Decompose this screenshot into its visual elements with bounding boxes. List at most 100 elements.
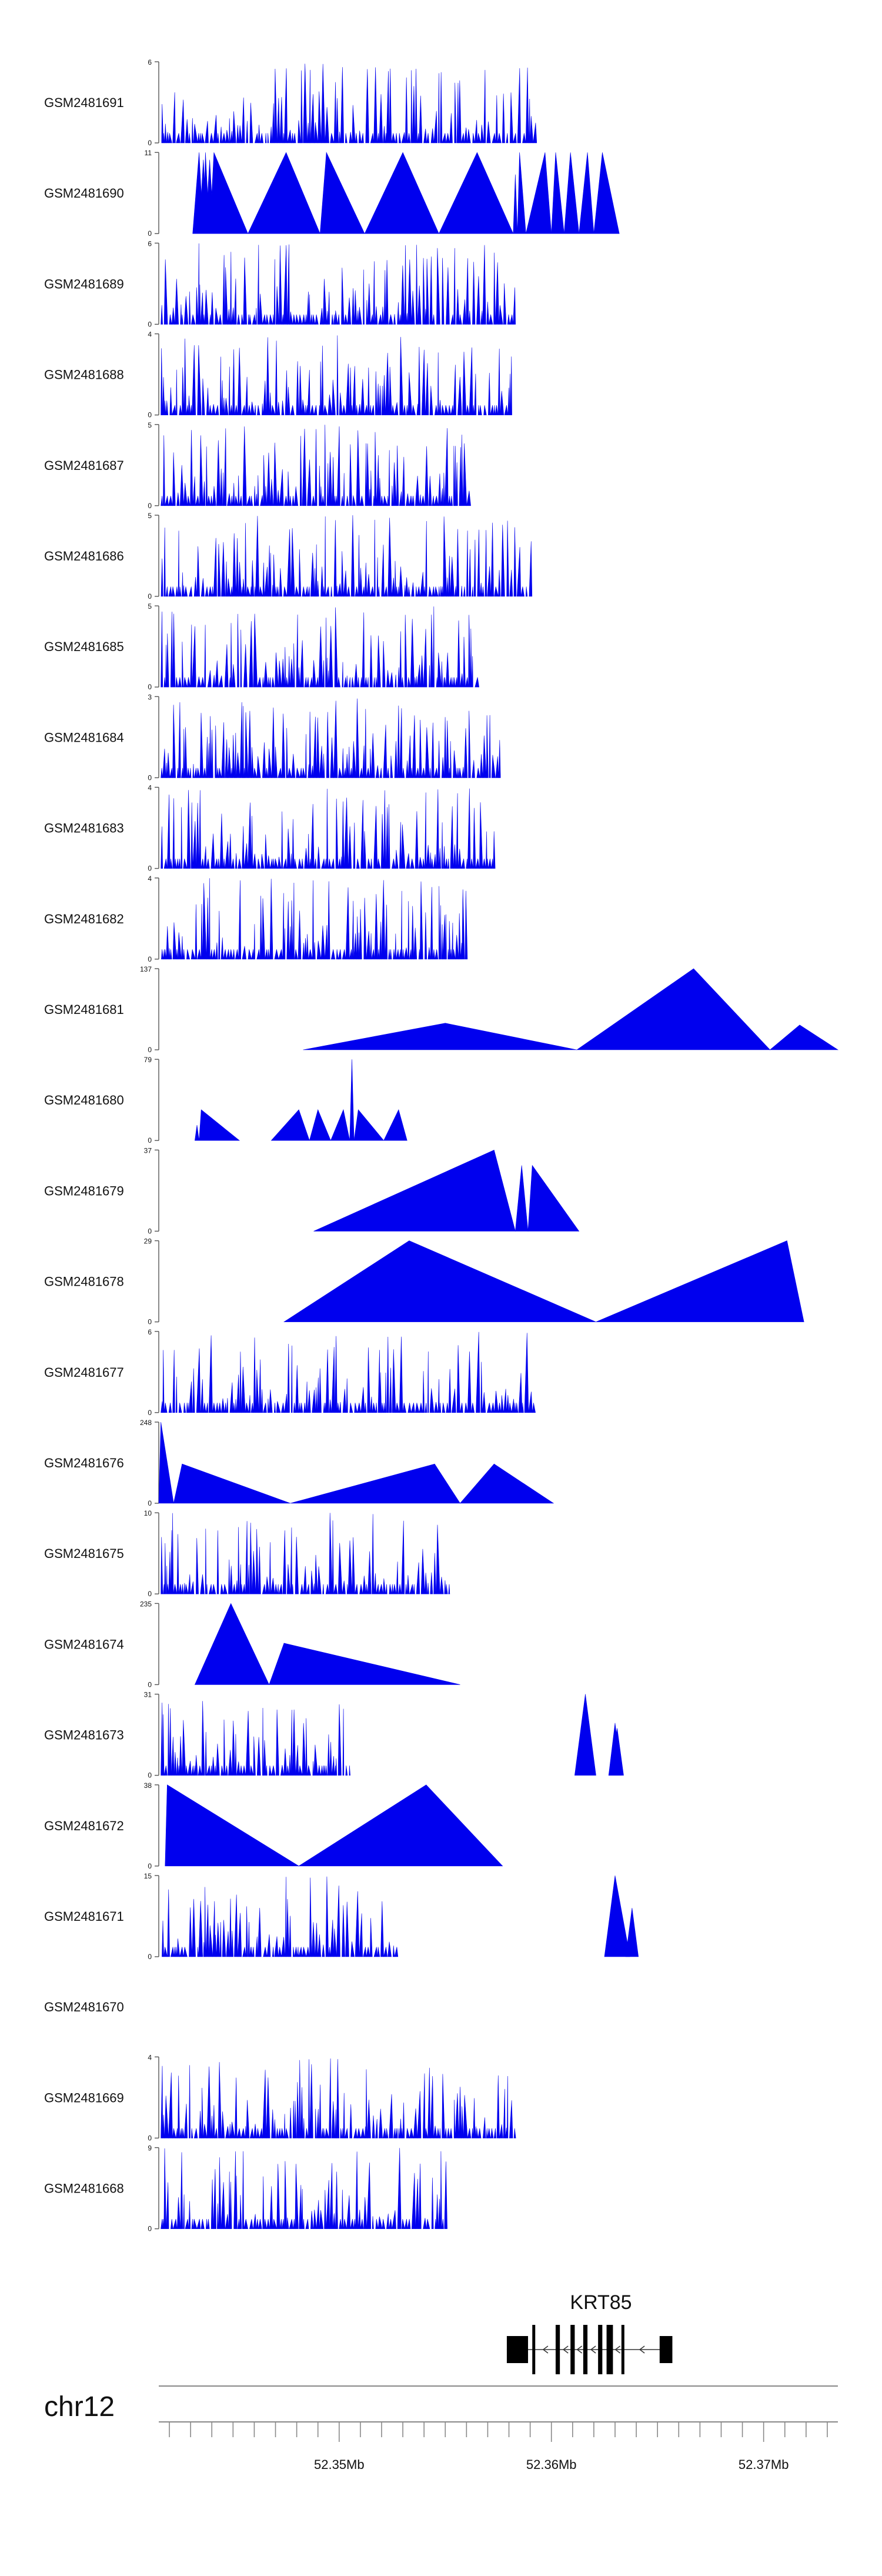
coverage-peak	[257, 858, 260, 869]
coverage-peak	[369, 405, 372, 415]
coverage-peak	[206, 2066, 212, 2138]
coverage-peak	[327, 670, 329, 688]
coverage-peak	[338, 768, 342, 778]
coverage-peak	[191, 2128, 193, 2138]
coverage-peak	[267, 677, 270, 688]
coverage-peak	[236, 752, 240, 778]
coverage-peak	[216, 1743, 220, 1776]
coverage-peak	[444, 1580, 446, 1594]
coverage-peak	[480, 1362, 483, 1413]
coverage-peak	[219, 126, 222, 144]
coverage-peak	[161, 1401, 163, 1413]
coverage-peak	[238, 858, 242, 869]
coverage-peak	[323, 1765, 325, 1776]
y-axis-max-label: 6	[148, 1328, 152, 1336]
coverage-peak	[256, 2218, 259, 2229]
coverage-peak	[161, 558, 163, 597]
coverage-peak	[482, 2117, 486, 2138]
coverage-peak	[271, 2109, 275, 2138]
coverage-peak	[167, 795, 171, 869]
coverage-peak	[473, 539, 476, 597]
coverage-peak	[195, 1755, 198, 1776]
coverage-peak	[396, 949, 400, 960]
coverage-peak	[185, 1584, 189, 1594]
coverage-peak	[375, 306, 378, 325]
coverage-peak	[467, 788, 471, 869]
coverage-peak	[468, 615, 471, 688]
coverage-peak	[368, 1551, 372, 1594]
coverage-peak	[192, 626, 196, 688]
coverage-peak	[166, 132, 169, 144]
coverage-peak	[332, 2213, 336, 2229]
coverage-peak	[379, 385, 382, 415]
coverage-peak	[283, 2161, 288, 2229]
coverage-peak	[235, 949, 239, 960]
coverage-peak	[285, 370, 288, 415]
track-label: GSM2481689	[44, 276, 124, 291]
coverage-peak	[376, 1584, 379, 1594]
coverage-peak	[169, 1708, 172, 1776]
coverage-peak	[278, 856, 282, 869]
coverage-peak	[211, 292, 214, 325]
coverage-peak	[447, 949, 449, 960]
coverage-peak	[294, 1947, 298, 1957]
coverage-peak	[283, 586, 288, 597]
coverage-peak	[374, 894, 379, 960]
coverage-peak	[213, 2169, 216, 2229]
coverage-peak	[171, 586, 175, 597]
coverage-peak	[262, 314, 266, 325]
coverage-peak	[482, 858, 486, 869]
coverage-peak	[321, 858, 326, 869]
coverage-peak	[245, 2126, 247, 2138]
y-axis-max-label: 3	[148, 693, 152, 701]
coverage-peak	[184, 727, 188, 778]
coverage-peak	[292, 882, 295, 960]
coverage-peak	[285, 677, 289, 688]
coverage-peak	[443, 717, 447, 778]
coverage-peak	[427, 947, 431, 960]
coverage-peak	[309, 294, 310, 325]
coverage-peak	[183, 1947, 188, 1957]
coverage-peak	[206, 736, 208, 778]
coverage-peak	[404, 615, 407, 688]
coverage-peak	[322, 660, 325, 688]
coverage-peak	[416, 403, 419, 415]
coverage-peak	[493, 2128, 497, 2138]
coverage-peak	[215, 725, 217, 778]
coverage-peak	[286, 829, 291, 869]
coverage-peak	[423, 586, 426, 597]
coverage-peak	[430, 128, 435, 144]
coverage-peak	[245, 1711, 250, 1776]
coverage-peak	[205, 1731, 207, 1776]
coverage-peak	[222, 255, 225, 325]
y-axis-max-label: 4	[148, 784, 152, 792]
coverage-peak	[246, 2100, 250, 2138]
coverage-peak	[509, 569, 513, 597]
coverage-peak	[513, 527, 517, 597]
coverage-peak	[250, 496, 253, 506]
coverage-peak	[162, 1920, 164, 1957]
coverage-peak	[292, 496, 295, 506]
coverage-peak	[249, 621, 253, 688]
track-label: GSM2481691	[44, 95, 124, 110]
coverage-peak	[487, 1403, 492, 1413]
coverage-peak	[265, 314, 269, 325]
coverage-peak	[304, 848, 308, 869]
coverage-peak	[369, 749, 372, 778]
coverage-peak	[280, 1765, 284, 1776]
coverage-peak	[342, 949, 346, 960]
coverage-peak	[363, 2197, 368, 2229]
coverage-peak	[337, 583, 342, 597]
coverage-peak	[163, 2148, 166, 2229]
y-axis-min-label: 0	[148, 1136, 152, 1144]
coverage-peak	[410, 1403, 415, 1413]
coverage-peak	[343, 768, 346, 778]
coverage-peak	[439, 2128, 441, 2138]
coverage-peak	[258, 1547, 261, 1594]
coverage-peak	[489, 715, 491, 778]
coverage-peak	[418, 857, 423, 869]
coverage-peak	[415, 68, 417, 144]
coverage-peak	[170, 612, 173, 688]
coverage-peak	[207, 2218, 210, 2229]
